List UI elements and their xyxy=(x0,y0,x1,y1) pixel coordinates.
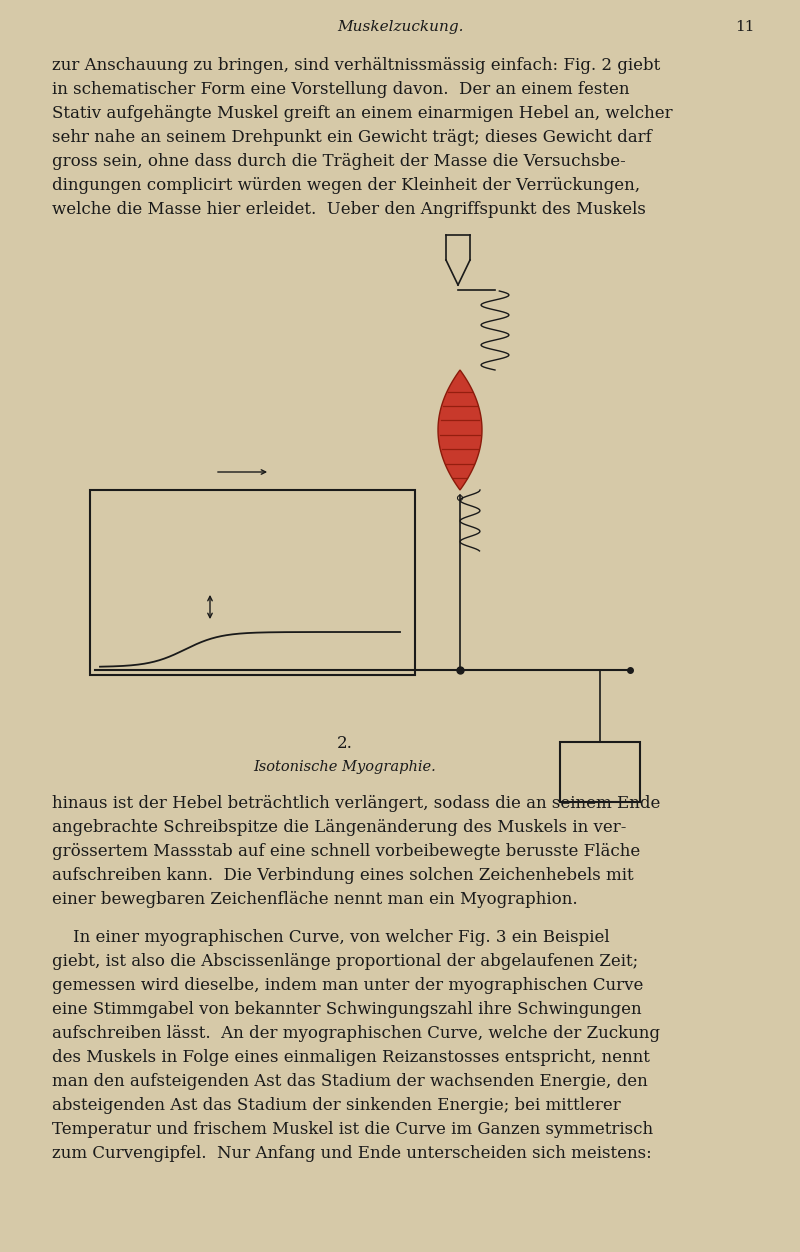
Text: giebt, ist also die Abscissenlänge proportional der abgelaufenen Zeit;: giebt, ist also die Abscissenlänge propo… xyxy=(52,953,638,970)
Text: absteigenden Ast das Stadium der sinkenden Energie; bei mittlerer: absteigenden Ast das Stadium der sinkend… xyxy=(52,1097,621,1114)
Text: grössertem Massstab auf eine schnell vorbeibewegte berusste Fläche: grössertem Massstab auf eine schnell vor… xyxy=(52,843,640,860)
Text: angebrachte Schreibspitze die Längenänderung des Muskels in ver-: angebrachte Schreibspitze die Längenände… xyxy=(52,819,626,836)
Text: aufschreiben lässt.  An der myographischen Curve, welche der Zuckung: aufschreiben lässt. An der myographische… xyxy=(52,1025,660,1042)
Text: man den aufsteigenden Ast das Stadium der wachsenden Energie, den: man den aufsteigenden Ast das Stadium de… xyxy=(52,1073,648,1090)
Text: In einer myographischen Curve, von welcher Fig. 3 ein Beispiel: In einer myographischen Curve, von welch… xyxy=(52,929,610,947)
Text: 2.: 2. xyxy=(337,735,353,752)
Polygon shape xyxy=(438,371,482,490)
Text: sehr nahe an seinem Drehpunkt ein Gewicht trägt; dieses Gewicht darf: sehr nahe an seinem Drehpunkt ein Gewich… xyxy=(52,129,652,146)
Text: Muskelzuckung.: Muskelzuckung. xyxy=(337,20,463,34)
Text: welche die Masse hier erleidet.  Ueber den Angriffspunkt des Muskels: welche die Masse hier erleidet. Ueber de… xyxy=(52,202,646,218)
Text: Temperatur und frischem Muskel ist die Curve im Ganzen symmetrisch: Temperatur und frischem Muskel ist die C… xyxy=(52,1121,653,1138)
Text: des Muskels in Folge eines einmaligen Reizanstosses entspricht, nennt: des Muskels in Folge eines einmaligen Re… xyxy=(52,1049,650,1065)
Text: einer bewegbaren Zeichenfläche nennt man ein Myographion.: einer bewegbaren Zeichenfläche nennt man… xyxy=(52,891,578,908)
Bar xyxy=(560,742,640,803)
Bar xyxy=(90,490,415,675)
Text: Isotonische Myographie.: Isotonische Myographie. xyxy=(254,760,436,774)
Text: eine Stimmgabel von bekannter Schwingungszahl ihre Schwingungen: eine Stimmgabel von bekannter Schwingung… xyxy=(52,1002,642,1018)
Text: zum Curvengipfel.  Nur Anfang und Ende unterscheiden sich meistens:: zum Curvengipfel. Nur Anfang und Ende un… xyxy=(52,1146,652,1162)
Text: zur Anschauung zu bringen, sind verhältnissmässig einfach: Fig. 2 giebt: zur Anschauung zu bringen, sind verhältn… xyxy=(52,58,660,74)
Text: aufschreiben kann.  Die Verbindung eines solchen Zeichenhebels mit: aufschreiben kann. Die Verbindung eines … xyxy=(52,866,634,884)
Text: in schematischer Form eine Vorstellung davon.  Der an einem festen: in schematischer Form eine Vorstellung d… xyxy=(52,81,630,98)
Text: dingungen complicirt würden wegen der Kleinheit der Verrückungen,: dingungen complicirt würden wegen der Kl… xyxy=(52,177,640,194)
Text: gemessen wird dieselbe, indem man unter der myographischen Curve: gemessen wird dieselbe, indem man unter … xyxy=(52,977,643,994)
Text: hinaus ist der Hebel beträchtlich verlängert, sodass die an seinem Ende: hinaus ist der Hebel beträchtlich verlän… xyxy=(52,795,660,813)
Text: gross sein, ohne dass durch die Trägheit der Masse die Versuchsbe-: gross sein, ohne dass durch die Trägheit… xyxy=(52,153,626,170)
Text: Stativ aufgehängte Muskel greift an einem einarmigen Hebel an, welcher: Stativ aufgehängte Muskel greift an eine… xyxy=(52,105,673,121)
Text: 11: 11 xyxy=(735,20,755,34)
